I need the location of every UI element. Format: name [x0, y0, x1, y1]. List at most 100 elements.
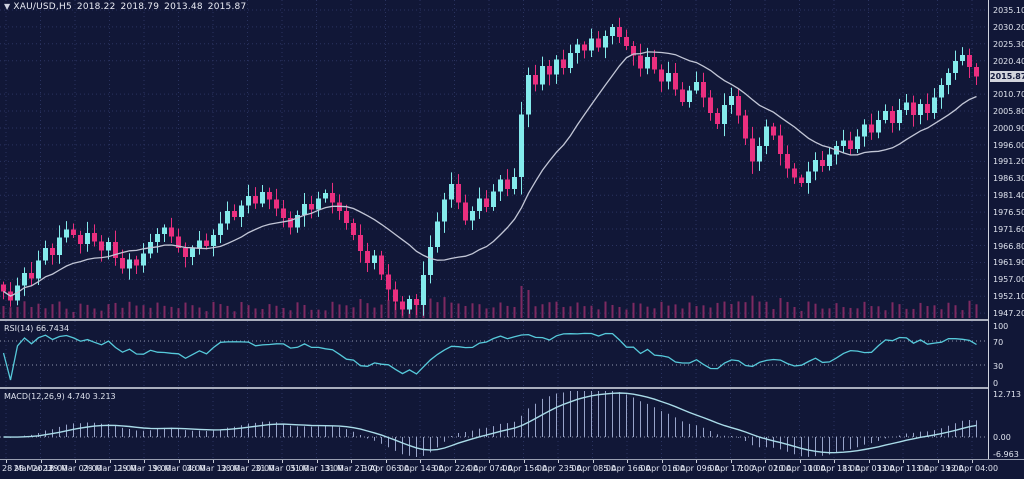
rsi-axis-label: 100	[993, 322, 1009, 331]
time-axis-tick	[385, 460, 387, 463]
time-axis-tick	[903, 460, 904, 463]
macd-indicator-panel[interactable]	[0, 389, 988, 459]
time-axis-tick	[489, 460, 490, 463]
panel-separator[interactable]	[0, 319, 1024, 321]
time-axis-label: 6 Apr 17:00	[706, 464, 755, 473]
price-axis-label: 1957.00	[993, 275, 1024, 285]
time-axis-tick	[109, 460, 111, 463]
price-axis-label: 2035.10	[993, 6, 1024, 15]
time-axis-tick	[558, 460, 559, 463]
time-axis-tick	[420, 460, 421, 463]
rsi-indicator-label: RSI(14) 66.7434	[4, 324, 70, 333]
axis-separator	[0, 459, 1024, 460]
time-axis-label: 5 Apr 16:00	[603, 464, 651, 473]
macd-indicator-label: MACD(12,26,9) 4.740 3.213	[4, 392, 116, 401]
main-chart-panel[interactable]	[0, 0, 988, 319]
time-axis-tick	[6, 460, 7, 463]
time-axis-label: 31 Mar 21:00	[324, 464, 378, 473]
ohlc-close: 2015.87	[207, 2, 247, 12]
time-axis-label: 29 Mar 19:00	[117, 464, 171, 473]
price-axis-label: 2000.90	[993, 123, 1024, 133]
time-axis-tick	[75, 460, 76, 463]
time-axis-tick	[592, 460, 594, 463]
price-axis-label: 1991.20	[993, 157, 1024, 167]
price-axis-label: 1996.00	[993, 140, 1024, 150]
time-axis-label: 31 Mar 05:00	[255, 464, 309, 473]
time-axis-label: 12 Apr 04:00	[945, 464, 999, 473]
time-axis-label: 3 Apr 06:00	[361, 464, 410, 473]
time-axis-tick	[730, 460, 732, 463]
time-axis-label: 29 Mar 11:00	[82, 464, 137, 473]
time-axis-tick	[972, 460, 973, 463]
time-axis-tick	[937, 460, 939, 463]
time-axis-label: 6 Apr 09:00	[672, 464, 720, 473]
time-axis-tick	[316, 460, 318, 463]
time-axis-label: 28 Mar 18:00	[13, 464, 68, 473]
time-axis-tick	[454, 460, 456, 463]
price-axis-label: 1986.30	[993, 174, 1024, 184]
macd-axis-label: 0.00	[993, 433, 1011, 442]
time-axis-tick	[144, 460, 145, 463]
time-axis-label: 31 Mar 13:00	[289, 464, 344, 473]
time-axis-tick	[282, 460, 283, 463]
price-axis-label: 1947.20	[993, 309, 1024, 319]
time-axis-label: 10 Apr 02:00	[738, 464, 792, 473]
time-axis-label: 10 Apr 18:00	[807, 464, 861, 473]
rsi-indicator-panel[interactable]	[0, 321, 988, 387]
time-axis-tick	[834, 460, 835, 463]
time-axis-label: 5 Apr 08:00	[568, 464, 617, 473]
time-axis-label: 29 Mar 03:00	[48, 464, 102, 473]
time-axis-label: 11 Apr 19:00	[911, 464, 964, 473]
time-axis-label: 30 Mar 12:00	[186, 464, 240, 473]
price-axis-label: 1971.60	[993, 224, 1024, 234]
time-axis-tick	[661, 460, 663, 463]
rsi-axis-label: 0	[993, 379, 999, 388]
time-axis-label: 4 Apr 15:00	[499, 464, 548, 473]
ohlc-high: 2018.79	[120, 2, 160, 12]
time-axis-tick	[627, 460, 628, 463]
price-axis-label: 1961.90	[993, 258, 1024, 268]
price-axis-label: 1981.40	[993, 191, 1024, 201]
main-chart-canvas[interactable]	[0, 0, 988, 319]
price-axis-label: 1966.80	[993, 241, 1024, 251]
time-axis-label: 4 Apr 23:00	[534, 464, 582, 473]
rsi-canvas[interactable]	[0, 321, 988, 387]
price-axis-label: 1952.10	[993, 292, 1024, 302]
macd-canvas[interactable]	[0, 389, 988, 459]
time-axis-tick	[696, 460, 697, 463]
time-axis-tick	[178, 460, 180, 463]
time-axis-label: 11 Apr 11:00	[876, 464, 930, 473]
time-axis-label: 3 Apr 22:00	[430, 464, 479, 473]
time-axis-tick	[523, 460, 525, 463]
time-axis-label: 10 Apr 10:00	[773, 464, 826, 473]
rsi-axis-label: 30	[993, 362, 1004, 371]
time-axis-tick	[247, 460, 249, 463]
price-axis-label: 2010.70	[993, 90, 1024, 100]
time-axis-tick	[213, 460, 214, 463]
price-axis-label: 1976.50	[993, 208, 1024, 218]
time-axis-tick	[765, 460, 766, 463]
time-axis-tick	[351, 460, 352, 463]
ohlc-open: 2018.22	[76, 2, 116, 12]
current-price-tag: 2015.87	[990, 70, 1024, 82]
chart-title: ▼ XAU/USD,H5 2018.22 2018.79 2013.48 2015.87	[4, 2, 251, 12]
price-axis-label: 2005.80	[993, 107, 1024, 117]
price-axis[interactable]: 2015.87 2035.10 2030.20 2025.30 2020.40 2010…	[988, 0, 1024, 459]
price-axis-label: 2030.20	[993, 22, 1024, 32]
symbol-period-label: XAU/USD,H5	[13, 2, 72, 12]
time-axis-label: 28 Mar 2023	[2, 464, 53, 473]
time-axis-label: 11 Apr 03:00	[842, 464, 895, 473]
time-axis-label: 3 Apr 14:00	[396, 464, 444, 473]
time-axis-label: 30 Mar 20:00	[220, 464, 275, 473]
macd-axis-label: 12.713	[993, 390, 1021, 400]
time-axis-label: 6 Apr 01:00	[637, 464, 686, 473]
time-axis[interactable]: 28 Mar 2023 28 Mar 18:00 29 Mar 03:00 29 Ma…	[0, 460, 1024, 479]
time-axis-tick	[799, 460, 801, 463]
price-axis-label: 2025.30	[993, 39, 1024, 49]
time-axis-tick	[40, 460, 42, 463]
rsi-axis-label: 70	[993, 338, 1004, 347]
macd-axis-label: -6.963	[993, 450, 1019, 459]
price-axis-label: 2020.40	[993, 56, 1024, 66]
panel-separator[interactable]	[0, 387, 1024, 389]
